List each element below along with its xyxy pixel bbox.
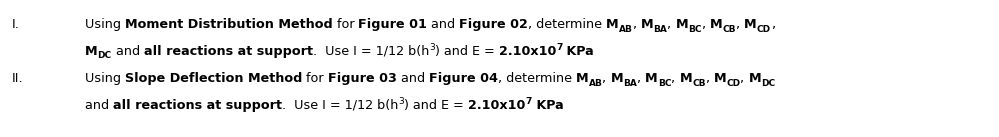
Text: and: and bbox=[112, 45, 144, 58]
Text: Moment Distribution Method: Moment Distribution Method bbox=[125, 18, 333, 31]
Text: M: M bbox=[606, 18, 618, 31]
Text: BA: BA bbox=[653, 25, 667, 34]
Text: , determine: , determine bbox=[498, 72, 576, 85]
Text: Figure 02: Figure 02 bbox=[460, 18, 528, 31]
Text: M: M bbox=[610, 72, 623, 85]
Text: M: M bbox=[748, 72, 761, 85]
Text: 3: 3 bbox=[430, 44, 435, 52]
Text: ,: , bbox=[637, 72, 645, 85]
Text: M: M bbox=[713, 72, 726, 85]
Text: Figure 03: Figure 03 bbox=[328, 72, 397, 85]
Text: BC: BC bbox=[658, 79, 671, 88]
Text: Figure 01: Figure 01 bbox=[359, 18, 428, 31]
Text: M: M bbox=[641, 18, 653, 31]
Text: , determine: , determine bbox=[528, 18, 606, 31]
Text: CD: CD bbox=[726, 79, 740, 88]
Text: ,: , bbox=[701, 18, 709, 31]
Text: M: M bbox=[85, 45, 98, 58]
Text: .  Use I = 1/12 b(h: . Use I = 1/12 b(h bbox=[282, 99, 399, 112]
Text: M: M bbox=[576, 72, 588, 85]
Text: ,: , bbox=[667, 18, 675, 31]
Text: ,: , bbox=[632, 18, 641, 31]
Text: II.: II. bbox=[12, 72, 24, 85]
Text: ,: , bbox=[671, 72, 679, 85]
Text: Using: Using bbox=[85, 18, 125, 31]
Text: ,: , bbox=[705, 72, 713, 85]
Text: ,: , bbox=[736, 18, 744, 31]
Text: and: and bbox=[428, 18, 460, 31]
Text: 7: 7 bbox=[525, 98, 531, 106]
Text: DC: DC bbox=[761, 79, 775, 88]
Text: ) and E =: ) and E = bbox=[405, 99, 468, 112]
Text: ) and E =: ) and E = bbox=[435, 45, 499, 58]
Text: M: M bbox=[645, 72, 658, 85]
Text: Figure 04: Figure 04 bbox=[429, 72, 498, 85]
Text: ,: , bbox=[771, 18, 775, 31]
Text: Using: Using bbox=[85, 72, 125, 85]
Text: DC: DC bbox=[98, 52, 112, 61]
Text: AB: AB bbox=[588, 79, 602, 88]
Text: KPa: KPa bbox=[531, 99, 563, 112]
Text: all reactions at support: all reactions at support bbox=[144, 45, 313, 58]
Text: for: for bbox=[333, 18, 359, 31]
Text: ,: , bbox=[602, 72, 610, 85]
Text: BC: BC bbox=[688, 25, 701, 34]
Text: I.: I. bbox=[12, 18, 20, 31]
Text: KPa: KPa bbox=[562, 45, 594, 58]
Text: BA: BA bbox=[623, 79, 637, 88]
Text: AB: AB bbox=[618, 25, 632, 34]
Text: and: and bbox=[397, 72, 429, 85]
Text: 7: 7 bbox=[556, 44, 562, 52]
Text: M: M bbox=[679, 72, 692, 85]
Text: all reactions at support: all reactions at support bbox=[113, 99, 282, 112]
Text: and: and bbox=[85, 99, 113, 112]
Text: 2.10x10: 2.10x10 bbox=[499, 45, 556, 58]
Text: Slope Deflection Method: Slope Deflection Method bbox=[125, 72, 303, 85]
Text: 3: 3 bbox=[399, 98, 405, 106]
Text: M: M bbox=[744, 18, 756, 31]
Text: M: M bbox=[709, 18, 722, 31]
Text: M: M bbox=[675, 18, 688, 31]
Text: CB: CB bbox=[722, 25, 736, 34]
Text: for: for bbox=[303, 72, 328, 85]
Text: CB: CB bbox=[692, 79, 705, 88]
Text: 2.10x10: 2.10x10 bbox=[468, 99, 525, 112]
Text: ,: , bbox=[740, 72, 748, 85]
Text: .  Use I = 1/12 b(h: . Use I = 1/12 b(h bbox=[313, 45, 430, 58]
Text: CD: CD bbox=[756, 25, 771, 34]
